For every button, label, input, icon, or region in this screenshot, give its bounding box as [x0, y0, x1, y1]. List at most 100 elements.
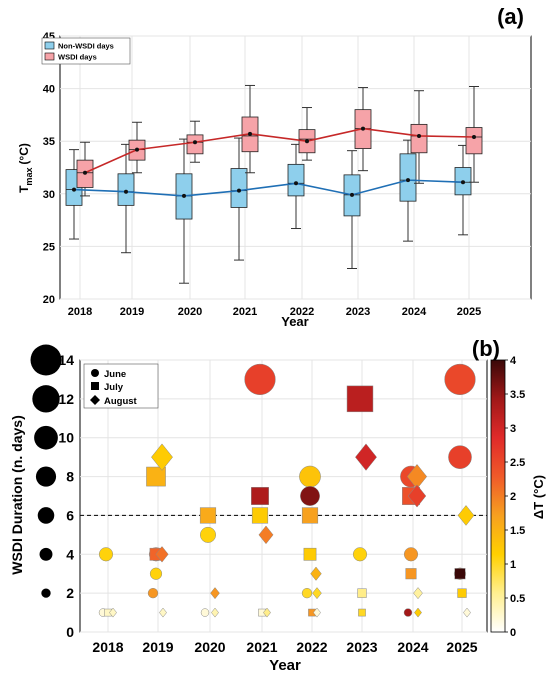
colorbar-tick-label: 2: [510, 491, 516, 503]
panel-b-ticks: 0 2 4 6 8 10 12 14 2018 2019 2020 2021 2022 2023 2024 2…: [58, 352, 477, 655]
box-body: [399, 153, 417, 202]
point-june: [200, 526, 216, 543]
point-july: [346, 385, 374, 413]
point-august: [313, 607, 321, 618]
point-august: [210, 587, 220, 600]
mean-line-wsdi: [84, 127, 475, 174]
point-august: [457, 505, 475, 526]
panel-b-points: [98, 363, 476, 618]
panel-b-x-tick-label: 2020: [194, 639, 225, 655]
mean-line-non-wsdi: [73, 179, 464, 197]
box-body: [287, 163, 305, 197]
mean-point: [294, 181, 298, 186]
panel-a-x-tick-label: 2018: [68, 306, 92, 318]
legend-label-june: June: [104, 369, 126, 380]
point-june: [403, 547, 419, 562]
panel-a-mean-lines: [72, 126, 476, 198]
point-august: [413, 587, 423, 600]
box-body: [230, 168, 248, 208]
legend-marker-circle: [91, 369, 99, 377]
point-june: [244, 363, 276, 396]
colorbar-tick-label: 3: [510, 423, 516, 435]
panel-a-x-tick-label: 2024: [402, 306, 427, 318]
panel-b-y-tick-label: 2: [66, 585, 74, 601]
panel-a-x-tick-label: 2021: [233, 306, 257, 318]
colorbar-tick-label: 3.5: [510, 389, 525, 401]
panel-a-y-tick-label: 20: [43, 294, 55, 306]
panel-a-y-tick-label: 25: [43, 241, 55, 253]
point-july: [303, 547, 317, 561]
point-july: [301, 507, 319, 524]
panel-b-y-tick-label: 8: [66, 469, 74, 485]
panel-a-x-tick-label: 2022: [290, 306, 314, 318]
point-july: [251, 487, 269, 505]
mean-point: [361, 126, 365, 131]
panel-a-legend-box: [41, 37, 131, 65]
point-july: [357, 588, 367, 598]
size-legend-circle: [41, 588, 51, 598]
point-june: [98, 547, 114, 562]
point-june: [301, 587, 313, 599]
colorbar-tick-label: 1: [510, 559, 516, 571]
point-august: [312, 587, 322, 600]
panel-b-x-tick-label: 2023: [346, 639, 377, 655]
panel-b-x-tick-label: 2021: [246, 639, 277, 655]
mean-point: [472, 134, 476, 139]
size-legend-circle: [34, 425, 58, 450]
panel-b-x-axis-title: Year: [269, 657, 301, 674]
panel-b-y-tick-label: 10: [58, 430, 74, 446]
mean-point: [248, 131, 252, 136]
mean-point: [83, 170, 87, 175]
point-june: [299, 465, 321, 488]
colorbar-tick-label: 1.5: [510, 525, 525, 537]
size-legend: [30, 344, 62, 598]
panel-b-y-tick-label: 0: [66, 624, 74, 640]
box-non-wsdi: [399, 139, 417, 242]
point-august: [407, 484, 427, 508]
panel-a-y-axis-title: Tmax (°C): [17, 143, 34, 193]
panel-b-y-tick-label: 12: [58, 391, 74, 407]
legend-swatch-non-wsdi: [44, 41, 55, 50]
box-body: [186, 134, 204, 155]
panel-a-label: (a): [497, 4, 524, 29]
mean-point: [350, 192, 354, 197]
point-june: [149, 567, 163, 580]
colorbar-tick-label: 0: [510, 627, 516, 639]
panel-a-y-axis-title-main: T: [17, 185, 31, 193]
point-august: [109, 607, 117, 618]
point-august: [155, 546, 169, 563]
point-july: [454, 568, 466, 580]
mean-point: [182, 193, 186, 198]
point-june: [444, 363, 476, 396]
mean-point: [305, 139, 309, 144]
colorbar-title: ΔT (°C): [531, 475, 546, 519]
point-june: [300, 486, 320, 506]
colorbar-tick-label: 2.5: [510, 457, 525, 469]
mean-point: [461, 180, 465, 185]
panel-a-x-axis-title: Year: [281, 314, 308, 329]
panel-a-legend: Non-WSDI days WSDI days: [41, 37, 131, 65]
size-legend-circle: [32, 385, 60, 413]
mean-point: [417, 133, 421, 138]
mean-point: [135, 147, 139, 152]
panel-b-y-axis-title: WSDI Duration (n. days): [9, 415, 25, 574]
point-august: [151, 443, 173, 471]
panel-a-y-tick-label: 30: [43, 189, 55, 201]
size-legend-circle: [35, 466, 57, 487]
size-legend-circle: [37, 507, 55, 524]
panel-a-x-tick-label: 2020: [178, 306, 202, 318]
mean-point: [237, 188, 241, 193]
legend-marker-diamond: [90, 395, 100, 405]
point-august: [211, 607, 219, 618]
panel-a-x-tick-label: 2025: [457, 306, 481, 318]
legend-marker-square: [91, 382, 99, 390]
panel-b-x-tick-label: 2025: [446, 639, 477, 655]
colorbar-tick-label: 0.5: [510, 593, 525, 605]
point-june: [147, 587, 159, 599]
point-june: [448, 445, 472, 469]
panel-a-x-tick-label: 2023: [346, 306, 370, 318]
panel-a-y-axis-title-unit: (°C): [17, 143, 31, 164]
panel-b-x-tick-label: 2024: [397, 639, 428, 655]
mean-point: [193, 140, 197, 145]
